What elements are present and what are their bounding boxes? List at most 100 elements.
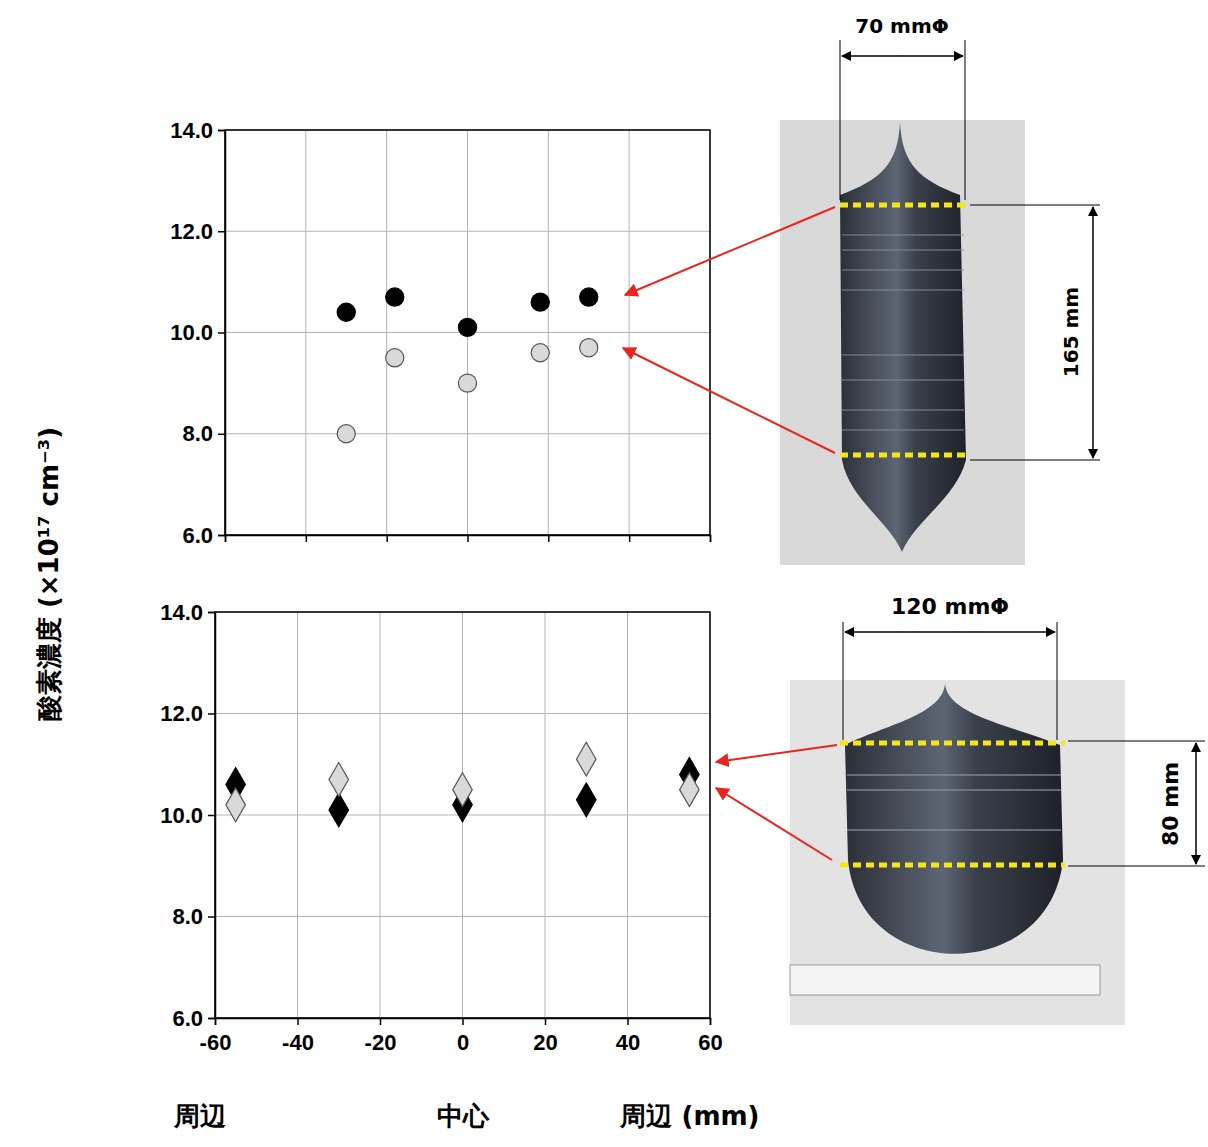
tick: 20 (533, 1018, 557, 1055)
dimension-line (965, 40, 966, 200)
dimension-line (840, 40, 841, 200)
dimension-line (970, 205, 1100, 206)
tick (306, 535, 307, 542)
crystal-band (842, 429, 964, 431)
tick: 40 (616, 1018, 640, 1055)
tick-label: -60 (200, 1030, 232, 1055)
axis-title: 中心 (437, 1101, 490, 1131)
scatter-point (329, 793, 349, 827)
axis-title: 周辺 (mm) (619, 1101, 759, 1131)
dimension-label: 80 mm (1158, 762, 1183, 846)
tick-label: 0 (457, 1030, 469, 1055)
tick-mark (710, 1018, 712, 1025)
tick: 10.0 (170, 320, 225, 345)
ruler (790, 965, 1100, 995)
crystal-band (842, 234, 964, 236)
tick-label: 10.0 (160, 803, 203, 828)
tick: 0 (457, 1018, 469, 1055)
axis-line (218, 131, 226, 536)
tick-mark (208, 1018, 215, 1020)
dimension-arrow (1092, 207, 1094, 458)
tick: -60 (200, 1018, 232, 1055)
tick-label: 10.0 (170, 320, 213, 345)
grid-line (225, 231, 710, 232)
tick: 8.0 (182, 421, 225, 446)
crystal (845, 684, 1063, 954)
tick-mark (462, 1018, 464, 1025)
tick: 6.0 (182, 523, 225, 548)
crystal-band (847, 789, 1061, 791)
tick (629, 535, 630, 542)
tick-mark (545, 1018, 547, 1025)
tick-mark (627, 1018, 629, 1025)
scatter-point (576, 742, 596, 776)
crystal (840, 122, 966, 552)
tick: 12.0 (170, 219, 225, 244)
grid-line (215, 713, 710, 714)
dimension-line (1057, 622, 1058, 740)
tick-mark (218, 434, 225, 436)
photo-background (780, 120, 1025, 565)
scatter-point (680, 773, 700, 807)
tick-mark (380, 1018, 382, 1025)
dimension-arrow (845, 631, 1055, 633)
tick-mark (218, 231, 225, 233)
marks (337, 288, 598, 443)
crystal-band (847, 774, 1061, 776)
tick: 14.0 (160, 600, 215, 625)
scatter-point (453, 773, 473, 807)
pointer-arrow (716, 788, 832, 860)
tick: 8.0 (172, 904, 215, 929)
tick-mark (386, 535, 388, 542)
crystal-band (847, 829, 1061, 831)
dimension-arrow (1195, 743, 1197, 864)
photo (790, 680, 1125, 1025)
tick-label: 60 (698, 1030, 722, 1055)
tick: 6.0 (172, 1006, 215, 1031)
panel: 6.0 8.0 10.0 12.0 14.0 (170, 118, 710, 548)
crystal-band (842, 249, 964, 251)
axis-title: 酸素濃度 (×10¹⁷ cm⁻³) (34, 427, 64, 721)
scatter-point (337, 425, 355, 443)
crystal-band (842, 289, 964, 291)
dimension-label: 120 mmΦ (891, 594, 1009, 619)
panel: -60-40-2002040606.08.010.012.014.0 (160, 600, 723, 1055)
tick (468, 535, 469, 542)
tick-mark (208, 713, 215, 715)
figure: 6.08.010.012.014.0-60-40-2002040606.08.0… (0, 0, 1208, 1147)
tick-mark (218, 332, 225, 334)
tick-label: 6.0 (172, 1006, 203, 1031)
crystal-band (842, 409, 964, 411)
crystal-band (842, 379, 964, 381)
tick-label: -40 (282, 1030, 314, 1055)
scatter-point (458, 374, 476, 392)
dimension-line (970, 460, 1100, 461)
tick (387, 535, 388, 542)
scatter-point (226, 788, 246, 822)
plot-frame (225, 130, 710, 535)
axis-line (216, 1019, 711, 1026)
marks (226, 742, 699, 827)
pointer-arrow (625, 207, 835, 295)
axis-line (226, 536, 711, 543)
x-axis (226, 535, 711, 542)
scatter-point (458, 318, 476, 336)
scatter-point (337, 303, 355, 321)
dimension-label: 165 mm (1059, 287, 1083, 377)
tick-mark (218, 535, 225, 537)
grid (225, 130, 710, 535)
photo (780, 120, 1025, 565)
tick (548, 535, 549, 542)
tick-label: 8.0 (172, 904, 203, 929)
tick-mark (710, 535, 712, 542)
tick: 12.0 (160, 701, 215, 726)
dimension-line (1068, 741, 1205, 742)
grid-line (225, 433, 710, 434)
tick-label: 14.0 (170, 118, 213, 143)
scatter-point (580, 288, 598, 306)
tick: -40 (282, 1018, 314, 1055)
grid-line (215, 916, 710, 917)
y-axis: 6.0 8.0 10.0 12.0 14.0 (160, 600, 215, 1031)
tick-mark (218, 130, 225, 132)
tick-label: 40 (616, 1030, 640, 1055)
